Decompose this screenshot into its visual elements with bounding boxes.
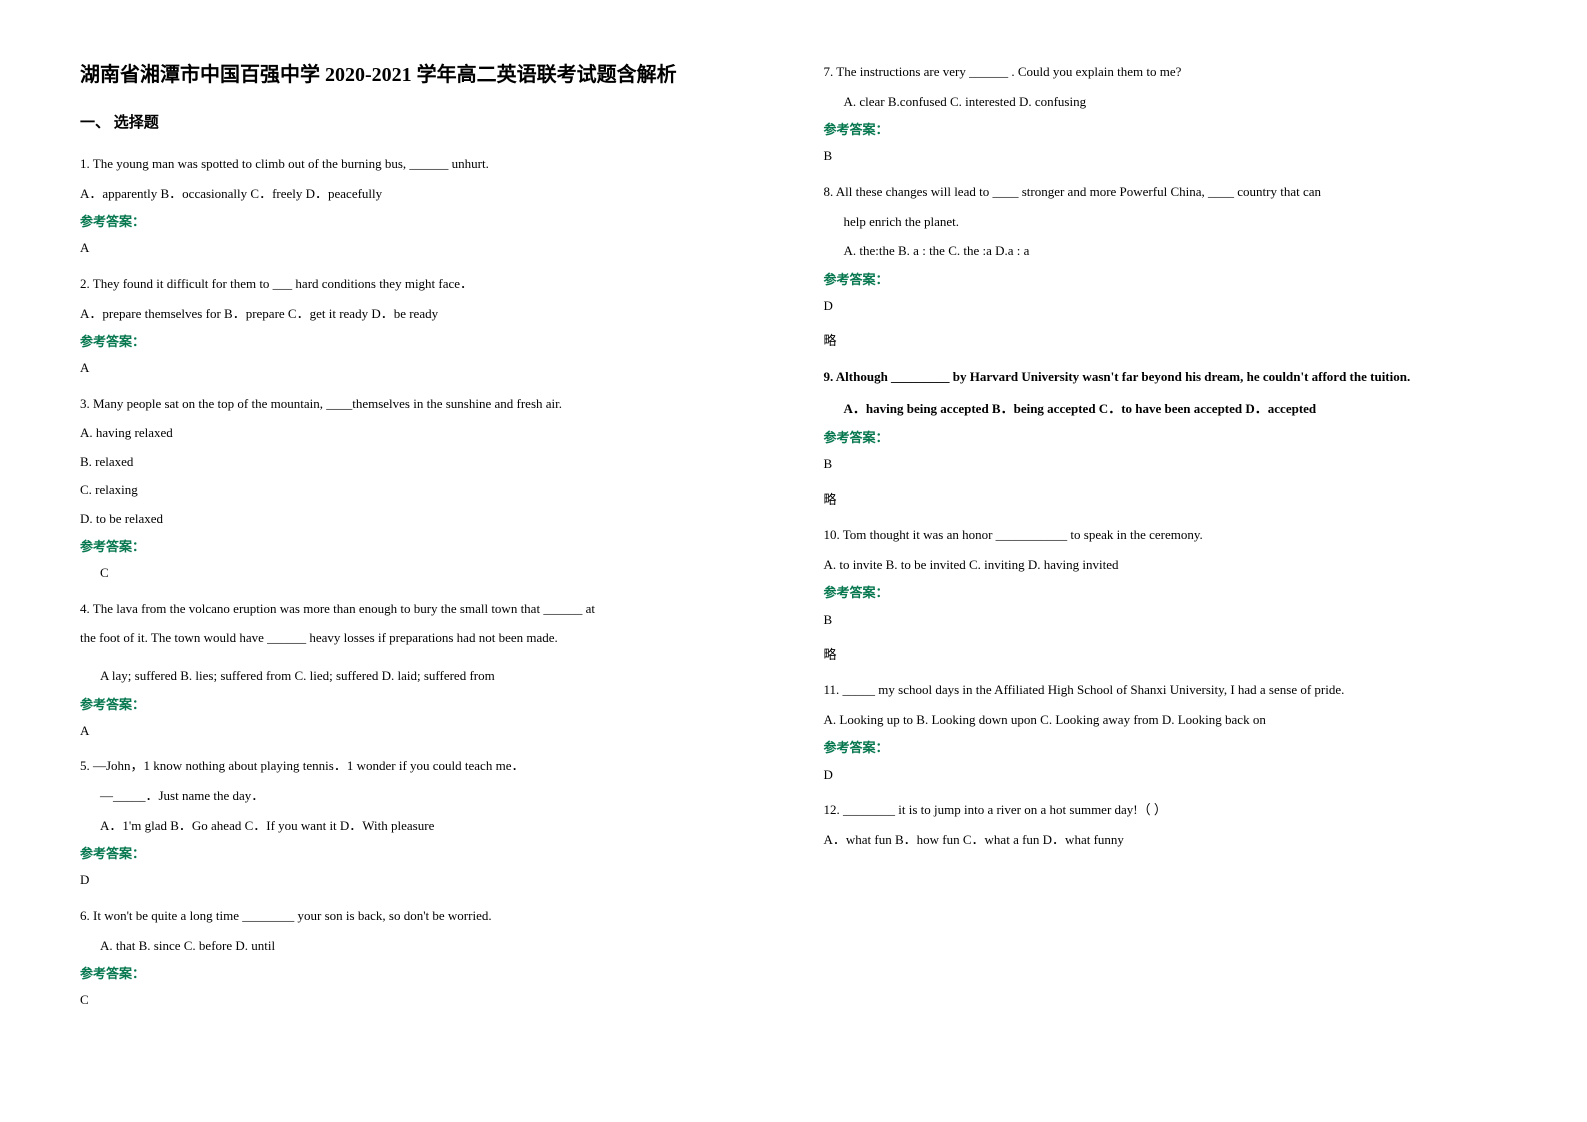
question-7-answer: B [824,144,1508,167]
question-10-text: 10. Tom thought it was an honor ________… [824,523,1508,548]
question-10-answer: B [824,608,1508,631]
question-3-text: 3. Many people sat on the top of the mou… [80,392,764,417]
question-9-text: 9. Although _________ by Harvard Univers… [824,365,1508,390]
question-3-answer: C [80,561,764,584]
document-title: 湖南省湘潭市中国百强中学 2020-2021 学年高二英语联考试题含解析 [80,60,764,90]
question-2-answer: A [80,356,764,379]
question-11-options: A. Looking up to B. Looking down upon C.… [824,708,1508,731]
question-12-text: 12. ________ it is to jump into a river … [824,798,1508,823]
answer-label: 参考答案： [80,962,764,985]
section-heading: 一、 选择题 [80,110,764,137]
answer-label: 参考答案： [824,118,1508,141]
question-4-answer: A [80,719,764,742]
question-8-omitted: 略 [824,329,1508,352]
question-8-options: A. the:the B. a : the C. the :a D.a : a [824,239,1508,262]
question-3-optB: B. relaxed [80,450,764,473]
question-7-options: A. clear B.confused C. interested D. con… [824,90,1508,113]
question-9-options: A．having being accepted B．being accepted… [824,397,1508,420]
question-3-optC: C. relaxing [80,478,764,501]
left-column: 湖南省湘潭市中国百强中学 2020-2021 学年高二英语联考试题含解析 一、 … [80,60,764,1024]
document-page: 湖南省湘潭市中国百强中学 2020-2021 学年高二英语联考试题含解析 一、 … [80,60,1507,1024]
question-5-answer: D [80,868,764,891]
question-4-text2: the foot of it. The town would have ____… [80,626,764,651]
answer-label: 参考答案： [80,330,764,353]
answer-label: 参考答案： [824,736,1508,759]
question-3-optA: A. having relaxed [80,421,764,444]
question-11-answer: D [824,763,1508,786]
question-10-options: A. to invite B. to be invited C. invitin… [824,553,1508,576]
question-9-omitted: 略 [824,488,1508,511]
question-1-options: A．apparently B．occasionally C．freely D．p… [80,182,764,205]
question-8-text2: help enrich the planet. [824,210,1508,235]
question-4-options: A lay; suffered B. lies; suffered from C… [80,664,764,687]
question-8-answer: D [824,294,1508,317]
question-9-answer: B [824,452,1508,475]
question-8-text1: 8. All these changes will lead to ____ s… [824,180,1508,205]
question-7-text: 7. The instructions are very ______ . Co… [824,60,1508,85]
answer-label: 参考答案： [80,693,764,716]
question-5-options: A．1'm glad B．Go ahead C．If you want it D… [80,814,764,837]
question-6-text: 6. It won't be quite a long time _______… [80,904,764,929]
question-3-optD: D. to be relaxed [80,507,764,530]
question-4-text1: 4. The lava from the volcano eruption wa… [80,597,764,622]
answer-label: 参考答案： [80,842,764,865]
question-2-text: 2. They found it difficult for them to _… [80,272,764,297]
answer-label: 参考答案： [824,581,1508,604]
answer-label: 参考答案： [824,268,1508,291]
right-column: 7. The instructions are very ______ . Co… [824,60,1508,1024]
question-12-options: A．what fun B．how fun C．what a fun D．what… [824,828,1508,851]
question-1-answer: A [80,236,764,259]
question-5-text1: 5. —John，1 know nothing about playing te… [80,754,764,779]
question-1-text: 1. The young man was spotted to climb ou… [80,152,764,177]
question-11-text: 11. _____ my school days in the Affiliat… [824,678,1508,703]
answer-label: 参考答案： [824,426,1508,449]
question-10-omitted: 略 [824,643,1508,666]
question-6-options: A. that B. since C. before D. until [80,934,764,957]
question-5-text2: —_____．Just name the day． [80,784,764,809]
answer-label: 参考答案： [80,210,764,233]
question-6-answer: C [80,988,764,1011]
question-2-options: A．prepare themselves for B．prepare C．get… [80,302,764,325]
answer-label: 参考答案： [80,535,764,558]
